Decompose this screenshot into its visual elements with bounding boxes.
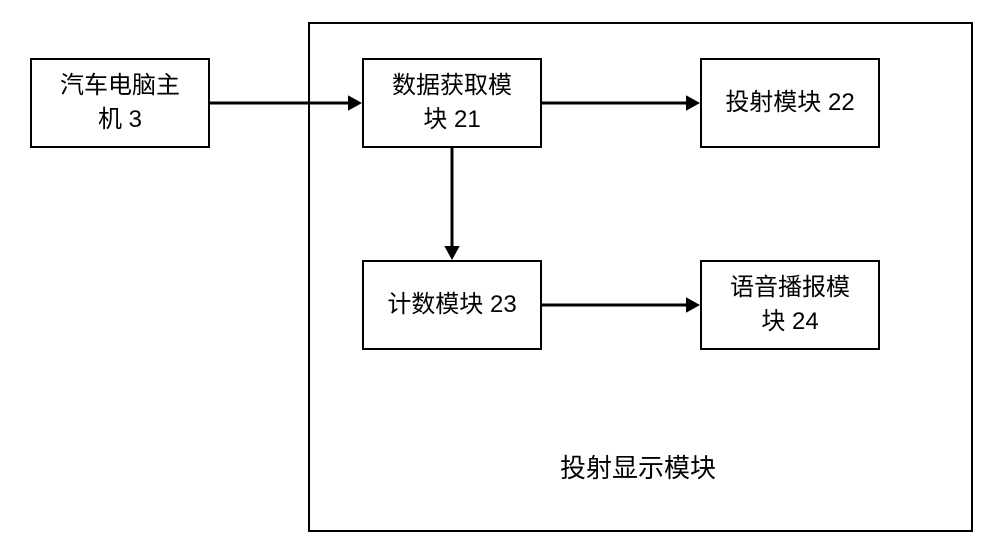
container-label: 投射显示模块 (560, 448, 716, 485)
node-counting-module: 计数模块 23 (362, 260, 542, 350)
node-car-computer-host: 汽车电脑主机 3 (30, 58, 210, 148)
node-projection-module: 投射模块 22 (700, 58, 880, 148)
node-label: 数据获取模块 21 (372, 69, 532, 136)
diagram-canvas: 投射显示模块 汽车电脑主机 3 数据获取模块 21 投射模块 22 计数模块 2… (0, 0, 1000, 552)
node-label: 语音播报模块 24 (710, 271, 870, 338)
node-data-acquisition-module: 数据获取模块 21 (362, 58, 542, 148)
node-voice-broadcast-module: 语音播报模块 24 (700, 260, 880, 350)
node-label: 汽车电脑主机 3 (40, 69, 200, 136)
node-label: 投射模块 22 (725, 86, 854, 120)
node-label: 计数模块 23 (387, 288, 516, 322)
